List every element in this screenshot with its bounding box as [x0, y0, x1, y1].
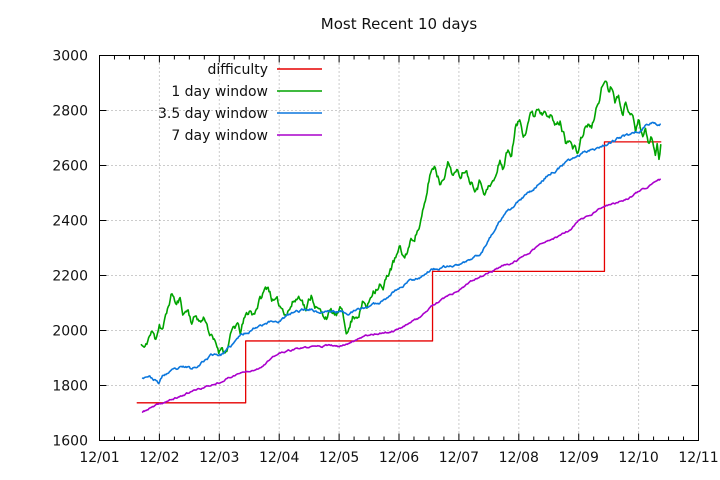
- series-1-day-window: [140, 80, 662, 355]
- series-7-day-window: [141, 178, 661, 413]
- x-tick-label: 12/03: [199, 450, 239, 466]
- x-tick-label: 12/06: [379, 450, 419, 466]
- x-tick-label: 12/10: [618, 450, 658, 466]
- legend-label-1-day-window: 1 day window: [171, 84, 268, 100]
- x-tick-label: 12/08: [499, 450, 539, 466]
- y-tick-label: 2200: [52, 269, 88, 285]
- y-tick-label: 1600: [52, 434, 88, 450]
- y-tick-label: 2800: [52, 104, 88, 120]
- x-tick-label: 12/07: [439, 450, 479, 466]
- legend-label-3-5-day-window: 3.5 day window: [158, 106, 268, 122]
- x-tick-label: 12/01: [79, 450, 119, 466]
- x-tick-label: 12/05: [319, 450, 359, 466]
- legend-label-7-day-window: 7 day window: [171, 128, 268, 144]
- x-tick-label: 12/02: [139, 450, 179, 466]
- y-tick-label: 2000: [52, 324, 88, 340]
- x-tick-label: 12/11: [678, 450, 718, 466]
- legend-label-difficulty: difficulty: [207, 62, 268, 78]
- chart-title: Most Recent 10 days: [320, 15, 478, 33]
- y-tick-label: 2400: [52, 214, 88, 230]
- y-tick-label: 3000: [52, 49, 88, 65]
- y-tick-label: 1800: [52, 379, 88, 395]
- x-tick-label: 12/09: [559, 450, 599, 466]
- series-3-5-day-window: [141, 121, 661, 385]
- x-tick-label: 12/04: [259, 450, 299, 466]
- y-tick-label: 2600: [52, 159, 88, 175]
